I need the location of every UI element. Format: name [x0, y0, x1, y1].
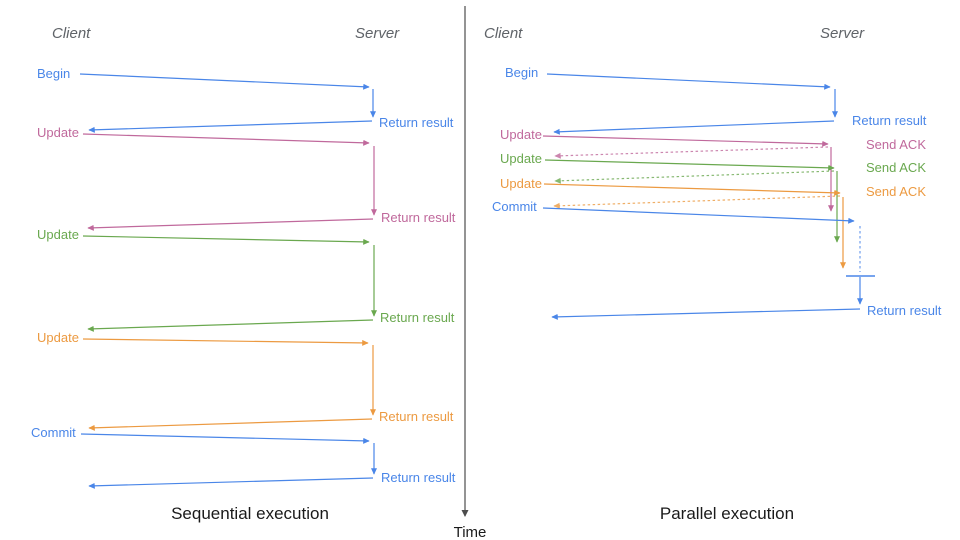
seq-begin-result-label: Return result	[379, 115, 454, 130]
par-begin-label: Begin	[505, 65, 538, 80]
par-commit-return-arrow	[551, 308, 861, 320]
seq-update3-result-label: Return result	[379, 409, 454, 424]
par-update3-ack-label: Send ACK	[866, 184, 926, 199]
seq-update3-return-arrow	[88, 418, 373, 431]
seq-update3-label: Update	[37, 330, 79, 345]
seq-update1-result-label: Return result	[381, 210, 456, 225]
seq-update1-request-arrow	[82, 133, 370, 146]
par-update2-ack-arrow	[554, 170, 835, 184]
par-update2-request-arrow	[544, 159, 835, 171]
par-server-heading: Server	[820, 25, 865, 42]
seq-server-heading: Server	[355, 25, 400, 42]
par-update1-label: Update	[500, 127, 542, 142]
par-update3-label: Update	[500, 176, 542, 191]
seq-commit-label: Commit	[31, 425, 76, 440]
seq-panel-title: Sequential execution	[171, 504, 329, 523]
seq-update3-request-arrow	[82, 338, 369, 346]
seq-update1-return-arrow	[87, 218, 374, 231]
par-begin-result-label: Return result	[852, 113, 927, 128]
seq-update2-request-arrow	[82, 235, 370, 245]
par-commit-result-label: Return result	[867, 303, 942, 318]
par-begin-request-arrow	[546, 73, 831, 90]
seq-update2-label: Update	[37, 227, 79, 242]
par-client-heading: Client	[484, 25, 523, 42]
seq-update1-label: Update	[37, 125, 79, 140]
seq-commit-result-label: Return result	[381, 470, 456, 485]
seq-update2-return-arrow	[87, 319, 374, 332]
seq-update2-result-label: Return result	[380, 310, 455, 325]
par-update3-ack-arrow	[553, 195, 841, 209]
par-update1-request-arrow	[542, 135, 829, 147]
par-update2-ack-label: Send ACK	[866, 160, 926, 175]
seq-begin-label: Begin	[37, 66, 70, 81]
seq-begin-return-arrow	[88, 120, 373, 133]
par-panel-title: Parallel execution	[660, 504, 794, 523]
seq-begin-request-arrow	[79, 73, 370, 90]
par-update3-request-arrow	[543, 183, 841, 196]
par-update2-label: Update	[500, 151, 542, 166]
time-axis-label: Time	[454, 524, 487, 540]
par-update1-ack-label: Send ACK	[866, 137, 926, 152]
par-commit-request-arrow	[542, 207, 855, 224]
par-begin-return-arrow	[553, 120, 835, 135]
seq-client-heading: Client	[52, 25, 91, 42]
par-update1-ack-arrow	[554, 146, 829, 159]
seq-commit-request-arrow	[80, 433, 370, 444]
par-commit-label: Commit	[492, 199, 537, 214]
seq-commit-return-arrow	[88, 477, 374, 489]
